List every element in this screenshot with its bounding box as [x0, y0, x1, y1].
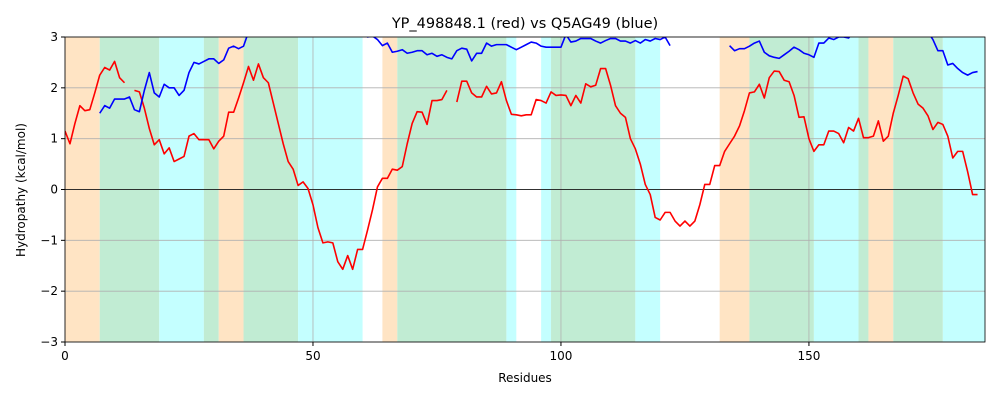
y-tick-label: −3	[40, 335, 58, 349]
chart-title: YP_498848.1 (red) vs Q5AG49 (blue)	[391, 16, 658, 32]
y-tick-label: −2	[40, 284, 58, 298]
x-tick-label: 0	[61, 349, 69, 363]
y-tick-label: 2	[50, 81, 58, 95]
y-tick-label: −1	[40, 233, 58, 247]
x-tick-label: 100	[550, 349, 573, 363]
x-tick-label: 150	[797, 349, 820, 363]
y-tick-label: 0	[50, 183, 58, 197]
y-tick-label: 3	[50, 30, 58, 44]
x-axis-label: Residues	[498, 371, 552, 385]
y-tick-label: 1	[50, 132, 58, 146]
plot-frame	[64, 36, 986, 343]
series-line	[65, 60, 978, 271]
lines	[65, 37, 978, 271]
axes: 0 50 100 150 −3 −2 −1 0 1 2 3	[40, 30, 986, 363]
series-line	[99, 37, 978, 114]
y-axis-label: Hydropathy (kcal/mol)	[14, 123, 28, 257]
x-tick-label: 50	[305, 349, 320, 363]
